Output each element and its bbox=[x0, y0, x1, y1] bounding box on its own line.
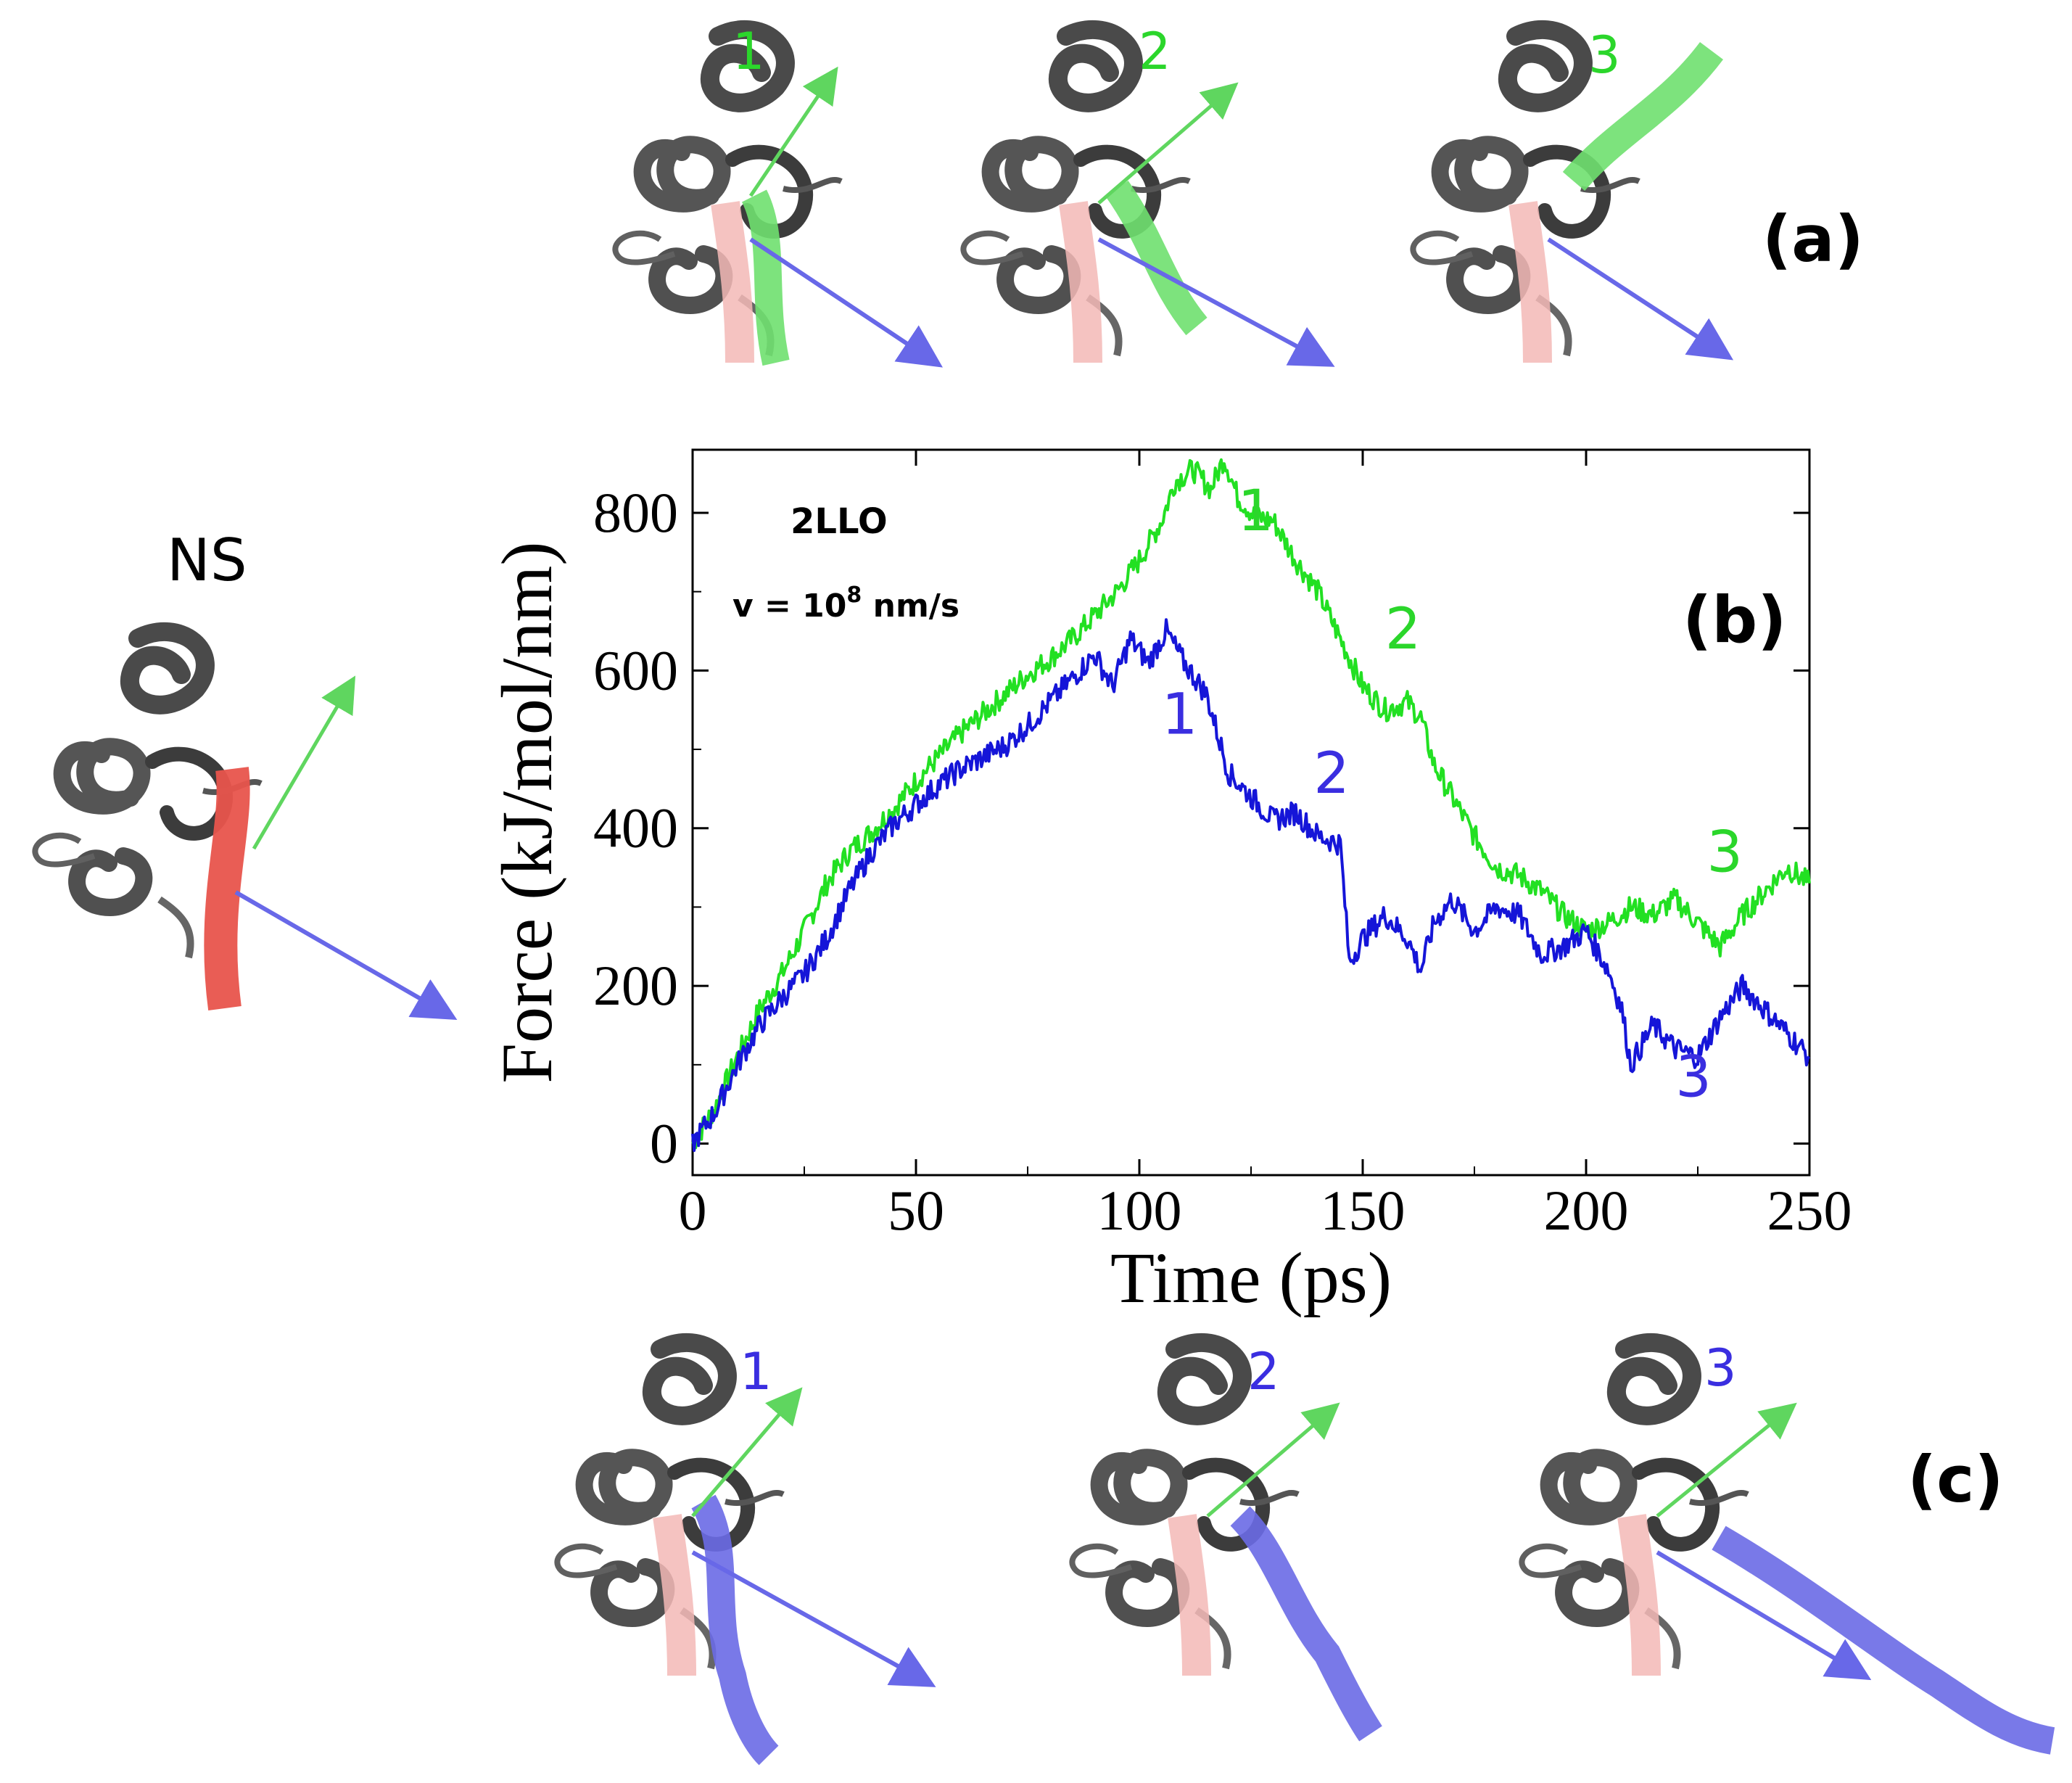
panel-a: 1 2 3 (a) bbox=[615, 22, 1864, 368]
y-tick-label: 400 bbox=[593, 796, 678, 860]
y-tick-label: 200 bbox=[593, 954, 678, 1017]
series-green-line bbox=[691, 458, 1811, 1150]
x-tick-label: 250 bbox=[1767, 1179, 1852, 1242]
x-tick-label: 100 bbox=[1097, 1179, 1182, 1242]
y-tick-label: 800 bbox=[593, 481, 678, 544]
x-axis-label: Time (ps) bbox=[1110, 1238, 1392, 1318]
series-blue-annotation: 1 bbox=[1162, 682, 1198, 747]
y-ticks: 0 200 400 600 800 bbox=[593, 481, 1809, 1175]
x-tick-label: 50 bbox=[888, 1179, 944, 1242]
snapshot-c1-label: 1 bbox=[740, 1342, 772, 1401]
panel-b-label: (b) bbox=[1683, 582, 1786, 657]
snapshot-a3-label: 3 bbox=[1588, 25, 1621, 85]
snapshot-c2-label: 2 bbox=[1247, 1342, 1280, 1401]
panel-a-label: (a) bbox=[1762, 202, 1864, 276]
snapshot-a3: 3 bbox=[1413, 25, 1734, 363]
velocity-text: v = 10 bbox=[732, 588, 846, 625]
snapshot-c3: 3 bbox=[1522, 1338, 2055, 1755]
ns-structure: NS bbox=[35, 527, 458, 1020]
plot-frame bbox=[691, 448, 1811, 1177]
snapshot-a2-label: 2 bbox=[1139, 22, 1171, 81]
y-tick-label: 0 bbox=[650, 1112, 678, 1175]
panel-c: 1 2 3 (c) bbox=[557, 1338, 2055, 1766]
snapshot-c3-label: 3 bbox=[1704, 1338, 1737, 1398]
velocity-units: nm/s bbox=[862, 588, 959, 625]
snapshot-a2: 2 bbox=[963, 22, 1335, 367]
ns-label: NS bbox=[167, 527, 247, 594]
x-tick-label: 150 bbox=[1321, 1179, 1406, 1242]
velocity-label: v = 108 nm/s bbox=[732, 582, 959, 625]
snapshot-a1: 1 bbox=[615, 22, 943, 368]
x-tick-label: 0 bbox=[679, 1179, 707, 1242]
series-blue-line bbox=[691, 618, 1810, 1153]
velocity-exponent: 8 bbox=[846, 582, 862, 608]
annotation-layer: 1 2 3 1 2 3 bbox=[1162, 479, 1743, 1110]
panel-b-chart: 0 50 100 150 200 250 0 200 400 600 800 1 2 3 1 2 3 2LL… bbox=[487, 448, 1852, 1318]
snapshot-c2: 2 bbox=[1072, 1342, 1382, 1742]
protein-label: 2LLO bbox=[791, 501, 888, 542]
snapshot-a1-label: 1 bbox=[732, 22, 765, 81]
x-tick-label: 200 bbox=[1544, 1179, 1629, 1242]
x-ticks: 0 50 100 150 200 250 bbox=[679, 450, 1852, 1242]
y-tick-label: 600 bbox=[593, 638, 678, 701]
series-green-annotation: 2 bbox=[1385, 597, 1421, 662]
snapshot-c1: 1 bbox=[557, 1342, 936, 1766]
series-green-annotation: 3 bbox=[1706, 820, 1743, 886]
series-layer bbox=[691, 458, 1811, 1153]
panel-c-label: (c) bbox=[1907, 1442, 2004, 1517]
series-green-annotation: 1 bbox=[1238, 479, 1274, 544]
y-axis-label: Force (kJ/mol/nm) bbox=[487, 541, 567, 1083]
series-blue-annotation: 2 bbox=[1313, 741, 1350, 807]
series-blue-annotation: 3 bbox=[1675, 1045, 1712, 1110]
